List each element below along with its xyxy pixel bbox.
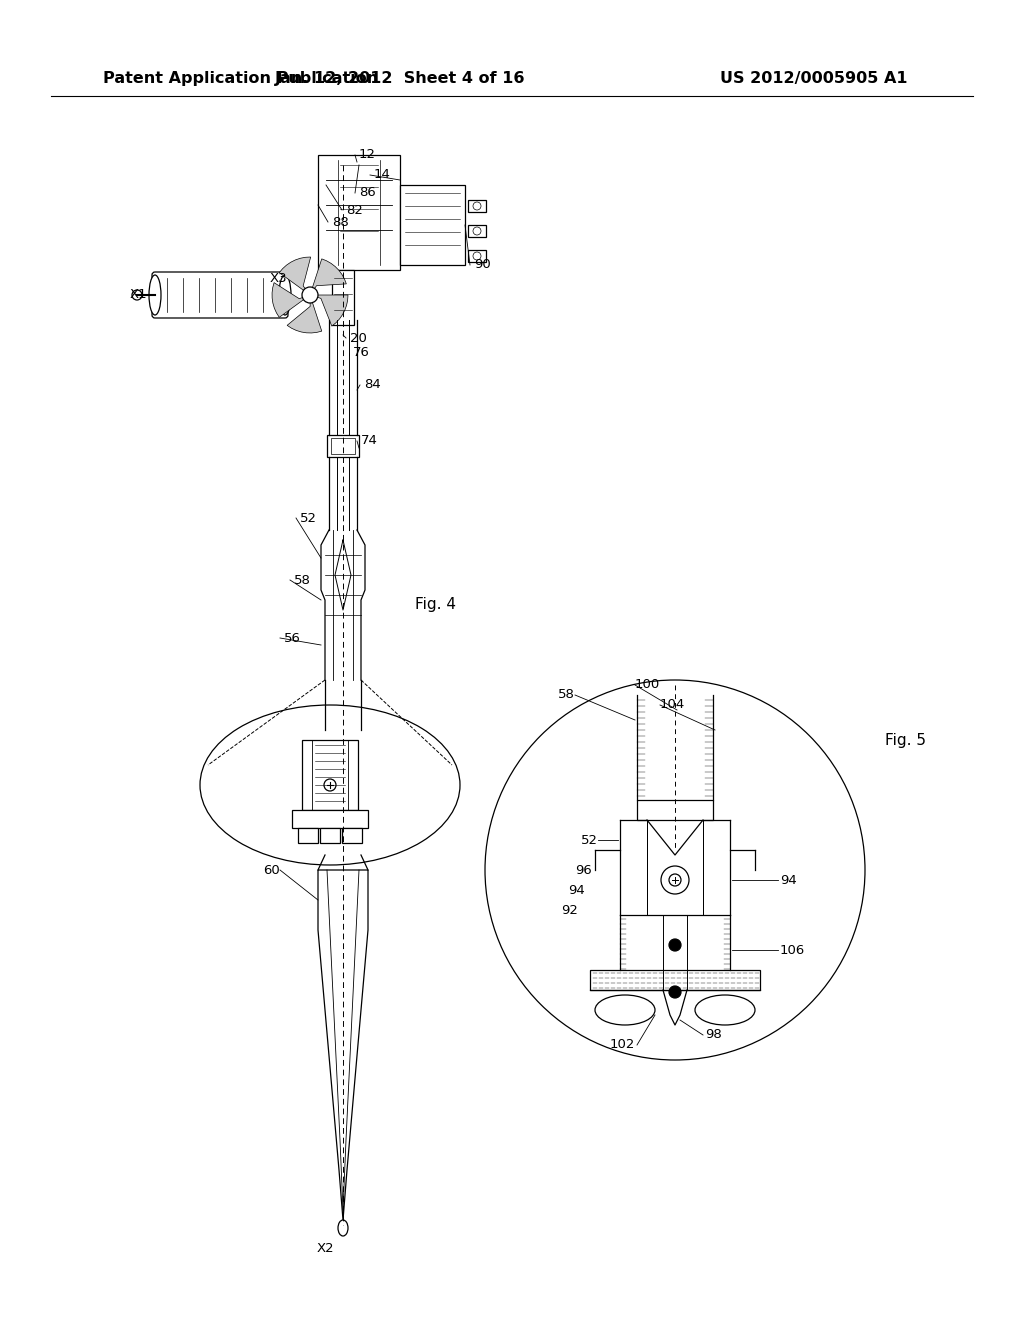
Bar <box>590 970 760 990</box>
Text: 92: 92 <box>561 903 578 916</box>
Circle shape <box>485 680 865 1060</box>
FancyBboxPatch shape <box>152 272 288 318</box>
Circle shape <box>669 874 681 886</box>
Text: X1: X1 <box>129 289 147 301</box>
Text: 58: 58 <box>558 689 575 701</box>
Text: 14: 14 <box>374 169 391 181</box>
Polygon shape <box>272 282 310 317</box>
Text: US 2012/0005905 A1: US 2012/0005905 A1 <box>720 70 907 86</box>
Text: 58: 58 <box>294 573 311 586</box>
Text: Jan. 12, 2012  Sheet 4 of 16: Jan. 12, 2012 Sheet 4 of 16 <box>274 70 525 86</box>
Text: 56: 56 <box>284 631 301 644</box>
Text: 12: 12 <box>359 149 376 161</box>
Text: X2: X2 <box>316 1242 334 1254</box>
Text: 52: 52 <box>300 511 317 524</box>
Text: 76: 76 <box>353 346 370 359</box>
Text: 20: 20 <box>350 331 367 345</box>
Ellipse shape <box>150 275 161 315</box>
Text: Fig. 5: Fig. 5 <box>885 733 926 747</box>
Circle shape <box>302 286 318 304</box>
Bar <box>319 828 340 843</box>
Ellipse shape <box>279 275 291 315</box>
Polygon shape <box>310 294 348 326</box>
Circle shape <box>669 986 681 998</box>
Polygon shape <box>287 294 322 333</box>
Bar <box>400 185 465 265</box>
Text: 88: 88 <box>332 215 349 228</box>
Text: 52: 52 <box>581 833 598 846</box>
Bar <box>331 438 355 454</box>
Bar <box>332 271 354 325</box>
Ellipse shape <box>595 995 655 1026</box>
Bar <box>327 436 359 457</box>
Text: 94: 94 <box>568 883 585 896</box>
Text: 102: 102 <box>609 1039 635 1052</box>
Text: Fig. 4: Fig. 4 <box>415 598 456 612</box>
Bar <box>302 741 358 810</box>
Text: 90: 90 <box>474 259 490 272</box>
Bar <box>468 201 486 213</box>
Text: 94: 94 <box>780 874 797 887</box>
Text: 86: 86 <box>359 186 376 199</box>
Text: 100: 100 <box>635 678 660 692</box>
Ellipse shape <box>338 1220 348 1236</box>
Text: X3: X3 <box>269 272 287 285</box>
Bar <box>318 154 400 271</box>
Circle shape <box>662 866 689 894</box>
Bar <box>468 249 486 261</box>
Text: 96: 96 <box>575 863 592 876</box>
Bar <box>342 828 362 843</box>
Polygon shape <box>318 870 368 1220</box>
Circle shape <box>473 202 481 210</box>
Text: 74: 74 <box>361 434 378 447</box>
Text: 60: 60 <box>263 863 280 876</box>
Bar <box>468 224 486 238</box>
Circle shape <box>473 227 481 235</box>
Circle shape <box>324 779 336 791</box>
Circle shape <box>669 939 681 950</box>
Text: 82: 82 <box>346 203 362 216</box>
Bar <box>637 800 713 820</box>
Ellipse shape <box>200 705 460 865</box>
Text: 104: 104 <box>660 698 685 711</box>
Circle shape <box>132 290 142 300</box>
Text: Patent Application Publication: Patent Application Publication <box>103 70 378 86</box>
Text: 98: 98 <box>705 1028 722 1041</box>
Circle shape <box>473 252 481 260</box>
Bar <box>298 828 318 843</box>
Bar <box>292 810 368 828</box>
Polygon shape <box>280 257 310 294</box>
Polygon shape <box>310 259 346 294</box>
Ellipse shape <box>695 995 755 1026</box>
Text: 106: 106 <box>780 944 805 957</box>
Text: 84: 84 <box>364 379 381 392</box>
